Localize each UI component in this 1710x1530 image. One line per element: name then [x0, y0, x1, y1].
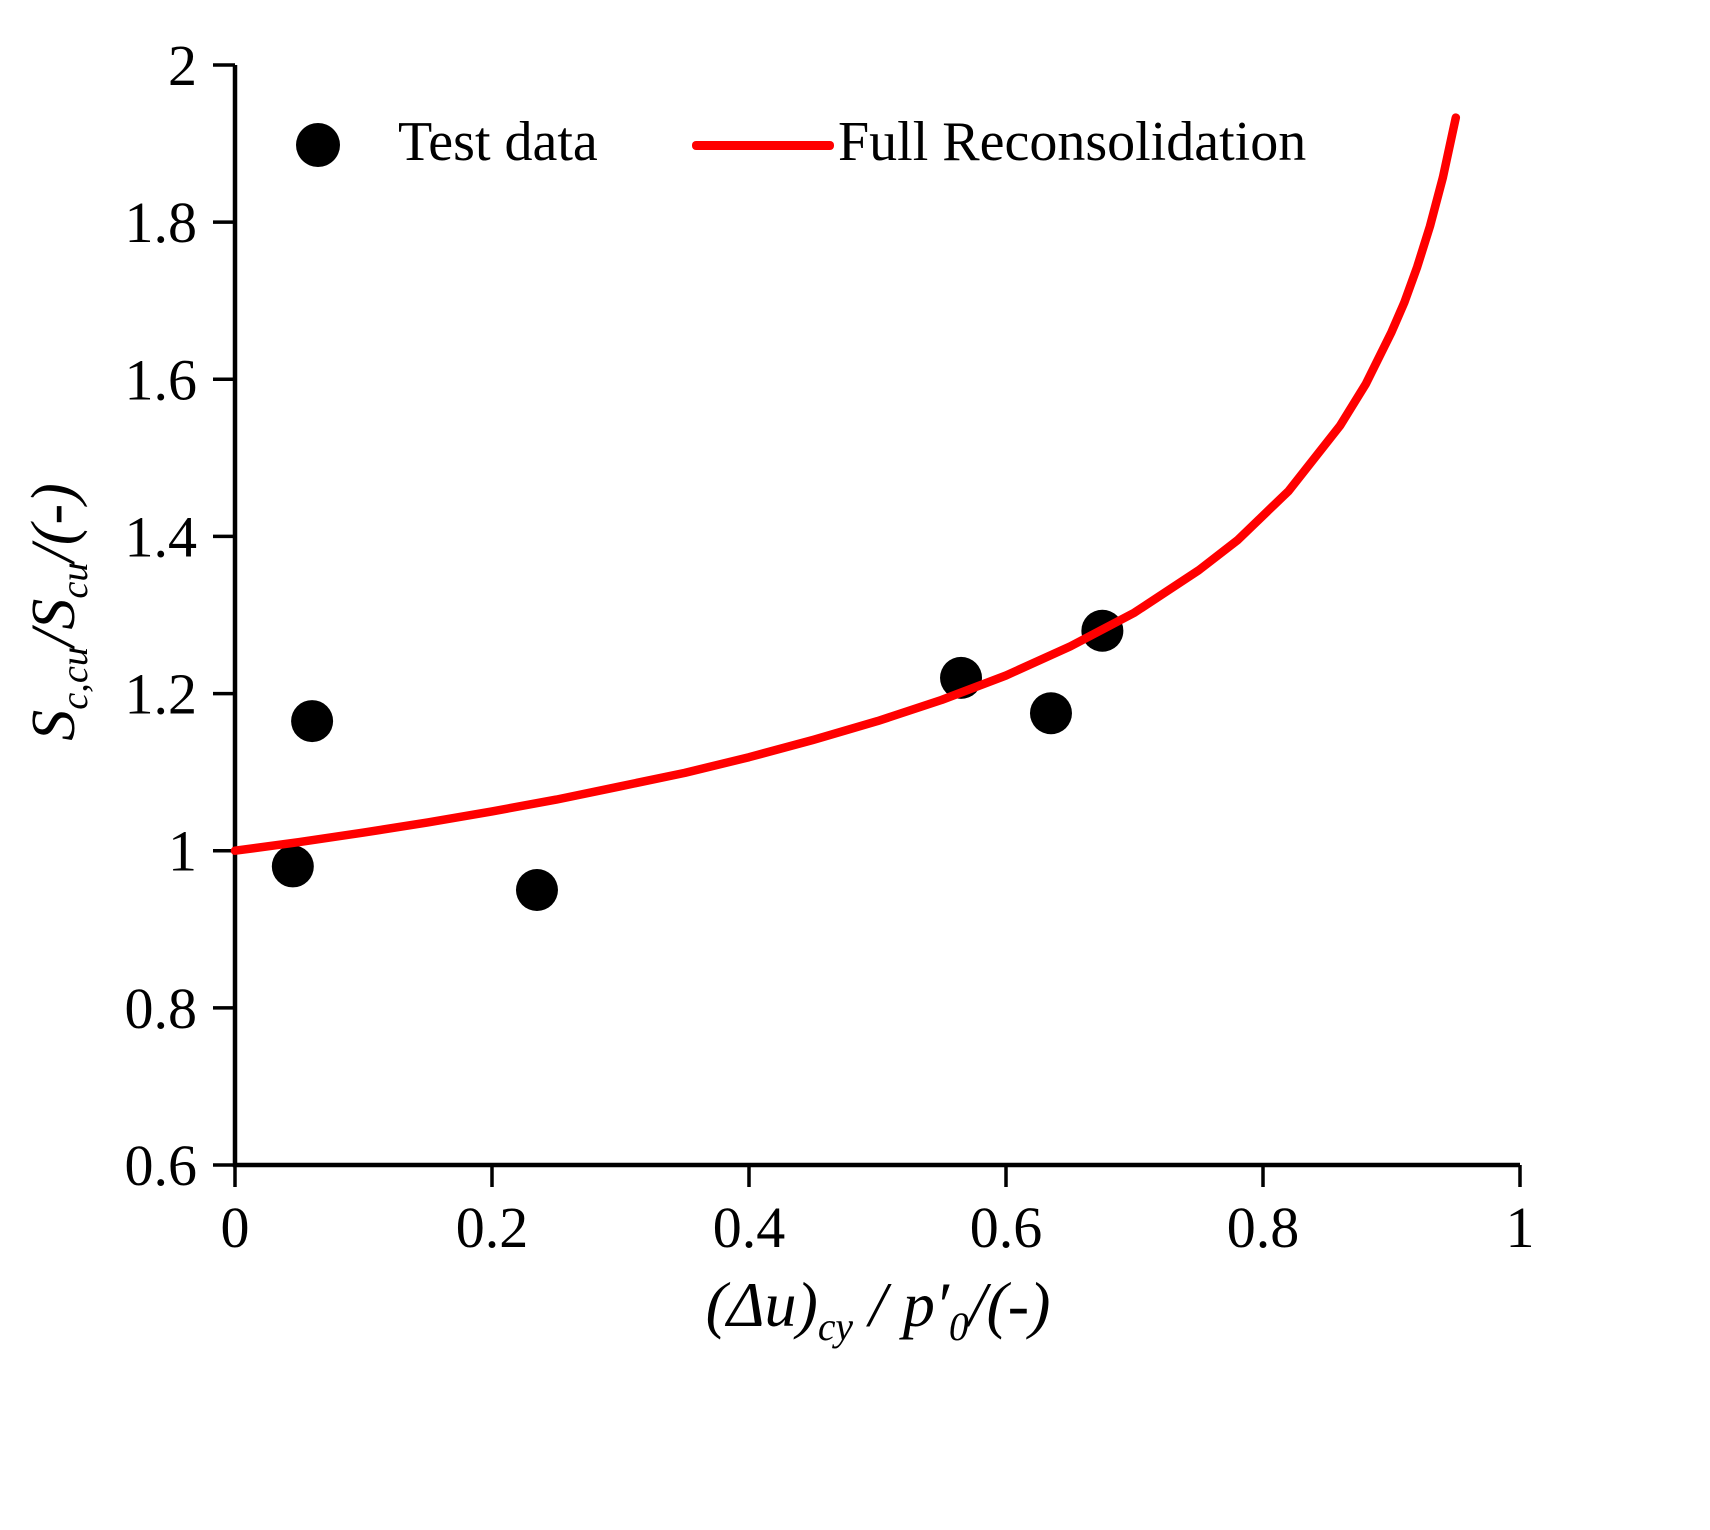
svg-text:0.4: 0.4: [713, 1195, 786, 1260]
legend-marker-full-reconsolidation-icon: [692, 141, 834, 150]
legend-marker-test-data-icon: [296, 123, 340, 167]
legend-label-full-reconsolidation: Full Reconsolidation: [838, 111, 1307, 173]
x-axis-title: (Δu)cy / p′0/(-): [706, 1268, 1051, 1350]
svg-text:1: 1: [1506, 1195, 1535, 1260]
svg-text:0: 0: [221, 1195, 250, 1260]
y-title-unit: /(-): [19, 483, 88, 563]
svg-text:2: 2: [168, 33, 197, 98]
y-title-s1: S: [19, 709, 88, 741]
svg-text:0.2: 0.2: [456, 1195, 529, 1260]
y-title-sep: /: [19, 629, 88, 647]
x-title-pre: (Δu): [705, 1269, 818, 1340]
x-title-unit: /(-): [968, 1269, 1051, 1340]
svg-text:1.2: 1.2: [125, 662, 198, 727]
x-title-sub1: cy: [817, 1304, 854, 1349]
y-title-sub2: cu: [54, 562, 97, 599]
legend-label-test-data: Test data: [398, 111, 598, 173]
svg-text:1.6: 1.6: [125, 347, 198, 412]
svg-text:0.6: 0.6: [125, 1133, 198, 1198]
svg-text:1.8: 1.8: [125, 190, 198, 255]
svg-text:1.4: 1.4: [125, 504, 198, 569]
y-title-sub1: c,cu: [54, 646, 97, 710]
svg-text:0.6: 0.6: [970, 1195, 1043, 1260]
svg-text:0.8: 0.8: [125, 976, 198, 1041]
x-title-sub2: 0: [948, 1304, 969, 1349]
x-title-prime: ′: [934, 1269, 949, 1340]
y-axis-title: Sc,cu/Scu/(-): [19, 483, 97, 741]
svg-text:0.8: 0.8: [1227, 1195, 1300, 1260]
svg-text:1: 1: [168, 819, 197, 884]
y-title-s2: S: [19, 598, 88, 630]
x-title-mid: / p: [853, 1269, 935, 1340]
